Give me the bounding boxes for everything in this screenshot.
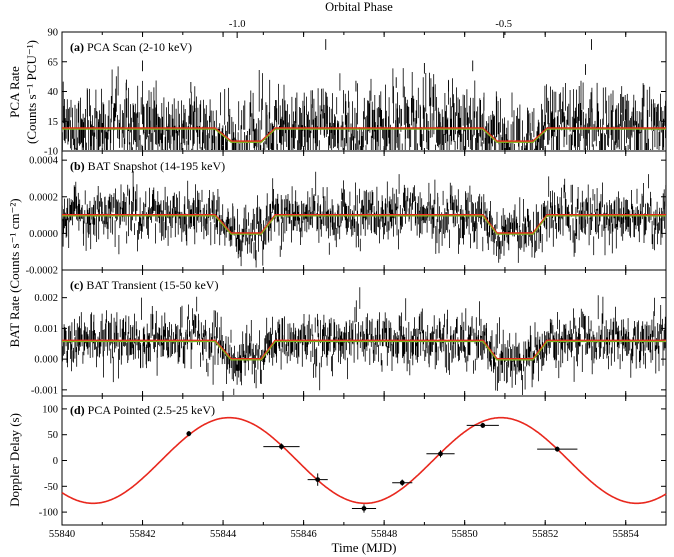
d-y-tick-label: 50 xyxy=(48,430,59,441)
panel-c-bat-transient: -0.001 0.000 0.001 0.002 (c) BAT Transient … xyxy=(31,269,667,397)
a-model-green xyxy=(62,128,666,143)
panel-b-data-points xyxy=(61,170,667,268)
time-axis-title: Time (MJD) xyxy=(332,540,397,555)
panel-d-text: PCA Pointed (2.5-25 keV) xyxy=(85,403,215,417)
panel-c-y-axis: -0.001 0.000 0.001 0.002 xyxy=(31,293,666,396)
doppler-point xyxy=(554,446,560,452)
panel-d-model-curve xyxy=(61,416,667,505)
a-y-tick-label: -10 xyxy=(44,147,58,158)
panel-d-data-points xyxy=(186,422,578,513)
doppler-point xyxy=(186,431,192,437)
panel-a-label: (a) PCA Scan (2-10 keV) xyxy=(70,40,192,54)
mjd-tick-label: 55840 xyxy=(49,529,75,540)
panel-a-pca-scan: -10 15 40 65 90 (a) PCA Scan (2-10 keV) xyxy=(44,28,667,158)
panel-b-bat-snapshot: -0.0002 0.0000 0.0002 0.0004 (b) BAT Snapsh… xyxy=(26,150,667,277)
b-y-tick-label: -0.0002 xyxy=(26,266,58,277)
a-y-tick-label: 90 xyxy=(48,28,59,39)
mjd-tick-label: 55842 xyxy=(129,529,155,540)
mjd-tick-label: 55850 xyxy=(452,529,478,540)
pca-rate-axis-label-line2: (Counts s⁻¹ PCU⁻¹) xyxy=(24,40,39,144)
a-model-red xyxy=(62,127,666,143)
doppler-point xyxy=(315,477,321,482)
panel-d-label: (d) PCA Pointed (2.5-25 keV) xyxy=(70,403,215,417)
orbital-phase-axis-title: Orbital Phase xyxy=(325,0,393,14)
panel-c-data-points xyxy=(62,287,666,395)
a-y-tick-label: 40 xyxy=(48,87,59,98)
panel-a-model-lines xyxy=(62,127,666,143)
d-y-tick-label: 100 xyxy=(42,404,58,415)
panel-a-data-points xyxy=(62,39,666,150)
doppler-point xyxy=(399,480,405,486)
doppler-model-curve xyxy=(61,416,667,505)
phase-tick-label: -0.5 xyxy=(495,19,512,30)
panel-b-label: (b) BAT Snapshot (14-195 keV) xyxy=(70,159,225,173)
panel-b-text: BAT Snapshot (14-195 keV) xyxy=(85,159,225,173)
c-y-tick-label: 0.001 xyxy=(34,324,58,335)
panel-d-letter: (d) xyxy=(70,403,85,417)
d-y-tick-label: 0 xyxy=(53,456,58,467)
mjd-tick-label: 55844 xyxy=(210,529,237,540)
bat-rate-axis-label: BAT Rate (Counts s⁻¹ cm⁻²) xyxy=(7,198,22,347)
panel-a-letter: (a) xyxy=(70,40,84,54)
mjd-tick-label: 55854 xyxy=(613,529,640,540)
panel-a-text: PCA Scan (2-10 keV) xyxy=(84,40,192,54)
c-error-bars xyxy=(62,287,666,395)
phase-tick-label: -1.0 xyxy=(229,19,246,30)
a-error-bars xyxy=(62,66,666,150)
doppler-point xyxy=(361,506,367,511)
b-model-green xyxy=(62,215,666,235)
panel-a-y-axis: -10 15 40 65 90 xyxy=(44,28,666,158)
c-model-red xyxy=(62,339,666,361)
b-model-red xyxy=(62,214,666,235)
b-error-bars xyxy=(61,170,667,268)
mjd-axis: 55840 55842 55844 55846 55848 55850 55852 55854 xyxy=(49,32,667,540)
panel-c-letter: (c) xyxy=(70,278,83,292)
c-y-tick-label: 0.000 xyxy=(34,355,58,366)
b-y-tick-label: 0.0000 xyxy=(29,229,58,240)
a-outlier-points xyxy=(125,39,592,93)
doppler-point xyxy=(279,444,284,449)
panel-c-label: (c) BAT Transient (15-50 keV) xyxy=(70,278,218,292)
a-y-tick-label: 65 xyxy=(48,57,59,68)
mjd-tick-label: 55848 xyxy=(371,529,397,540)
panel-c-model-lines xyxy=(62,339,666,361)
c-y-tick-label: -0.001 xyxy=(31,385,58,396)
phase-axis: -1.0 -0.5 xyxy=(229,19,512,38)
doppler-point xyxy=(480,423,486,428)
pca-rate-axis-label-line1: PCA Rate xyxy=(7,66,22,118)
panel-b-model-lines xyxy=(62,214,666,235)
panel-d-y-axis: -100 -50 0 50 100 xyxy=(39,404,666,519)
doppler-axis-label: Doppler Delay (s) xyxy=(7,413,22,507)
mjd-tick-label: 55846 xyxy=(290,529,316,540)
panel-c-text: BAT Transient (15-50 keV) xyxy=(83,278,218,292)
d-y-tick-label: -50 xyxy=(44,482,58,493)
mjd-tick-label: 55852 xyxy=(532,529,558,540)
doppler-point xyxy=(438,451,443,457)
panel-b-letter: (b) xyxy=(70,159,85,173)
d-y-tick-label: -100 xyxy=(39,508,58,519)
c-model-green xyxy=(62,340,666,361)
c-y-tick-label: 0.002 xyxy=(34,293,58,304)
b-y-tick-label: 0.0004 xyxy=(29,156,59,167)
b-y-tick-label: 0.0002 xyxy=(29,192,58,203)
a-y-tick-label: 15 xyxy=(48,117,59,128)
